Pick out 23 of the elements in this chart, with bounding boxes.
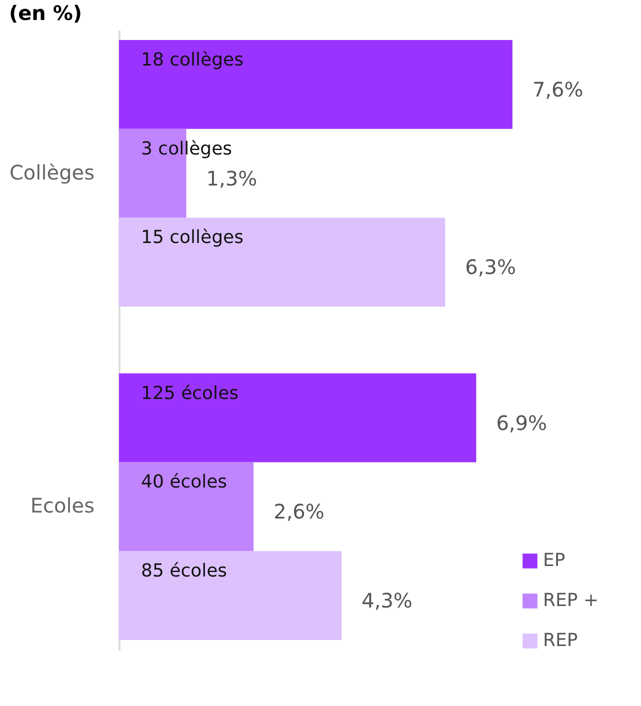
bar (119, 373, 476, 462)
annotation: 18 collèges (141, 49, 244, 70)
y-tick-label: Ecoles (30, 494, 94, 518)
data-label: 7,6% (532, 77, 584, 102)
chart-title: (en %) (8, 1, 82, 25)
data-label: 6,9% (496, 410, 548, 435)
annotation: 15 collèges (141, 227, 244, 248)
data-label: 6,3% (465, 255, 516, 280)
y-tick-label: Collèges (9, 160, 94, 184)
bar (119, 218, 446, 307)
legend-label: EP (543, 550, 566, 571)
legend-label: REP (543, 630, 578, 651)
bar (119, 462, 254, 552)
annotation: 85 écoles (141, 560, 228, 582)
data-label: 1,3% (206, 166, 258, 190)
annotation: 40 écoles (141, 472, 228, 493)
annotation: 3 collèges (141, 138, 232, 160)
legend-label: REP + (543, 590, 599, 611)
bar (119, 551, 342, 640)
data-label: 2,6% (274, 500, 324, 524)
data-label: 4,3% (362, 588, 412, 613)
bar (119, 40, 512, 129)
annotation: 125 écoles (141, 382, 239, 404)
